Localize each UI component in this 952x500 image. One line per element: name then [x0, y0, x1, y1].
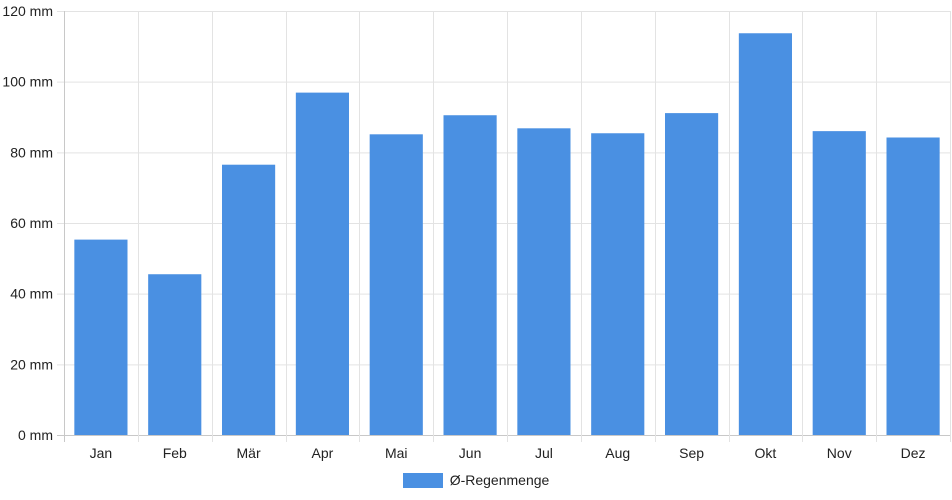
- x-tick-label: Apr: [312, 445, 334, 461]
- x-tick-label: Jan: [90, 445, 113, 461]
- chart-legend[interactable]: Ø-Regenmenge: [0, 472, 952, 488]
- x-tick-label: Dez: [901, 445, 926, 461]
- bar-okt: [738, 33, 792, 435]
- x-tick-label: Okt: [755, 445, 777, 461]
- y-tick-label: 80 mm: [10, 144, 53, 160]
- x-tick-label: Feb: [163, 445, 187, 461]
- bar-jun: [443, 115, 497, 435]
- legend-label: Ø-Regenmenge: [449, 472, 550, 488]
- bar-jul: [517, 128, 571, 435]
- x-tick-label: Sep: [679, 445, 704, 461]
- bar-apr: [295, 92, 349, 436]
- y-tick-label: 100 mm: [2, 74, 53, 90]
- x-tick-label: Nov: [827, 445, 852, 461]
- bar-feb: [148, 274, 202, 435]
- x-tick-label: Mär: [237, 445, 261, 461]
- bar-aug: [591, 133, 645, 435]
- x-tick-label: Jun: [459, 445, 482, 461]
- y-tick-label: 40 mm: [10, 286, 53, 302]
- bar-nov: [812, 131, 866, 435]
- legend-swatch: [402, 472, 443, 488]
- bar-mai: [369, 134, 423, 435]
- x-tick-label: Mai: [385, 445, 408, 461]
- y-tick-label: 20 mm: [10, 356, 53, 372]
- bar-sep: [665, 113, 719, 435]
- y-tick-label: 60 mm: [10, 215, 53, 231]
- bar-dez: [886, 137, 940, 435]
- grid: [57, 11, 951, 442]
- bar-mär: [222, 164, 276, 435]
- bar-jan: [74, 239, 128, 435]
- x-tick-label: Jul: [535, 445, 553, 461]
- y-tick-label: 0 mm: [18, 427, 53, 443]
- x-tick-label: Aug: [605, 445, 630, 461]
- y-tick-label: 120 mm: [2, 3, 53, 19]
- bars: [74, 33, 940, 436]
